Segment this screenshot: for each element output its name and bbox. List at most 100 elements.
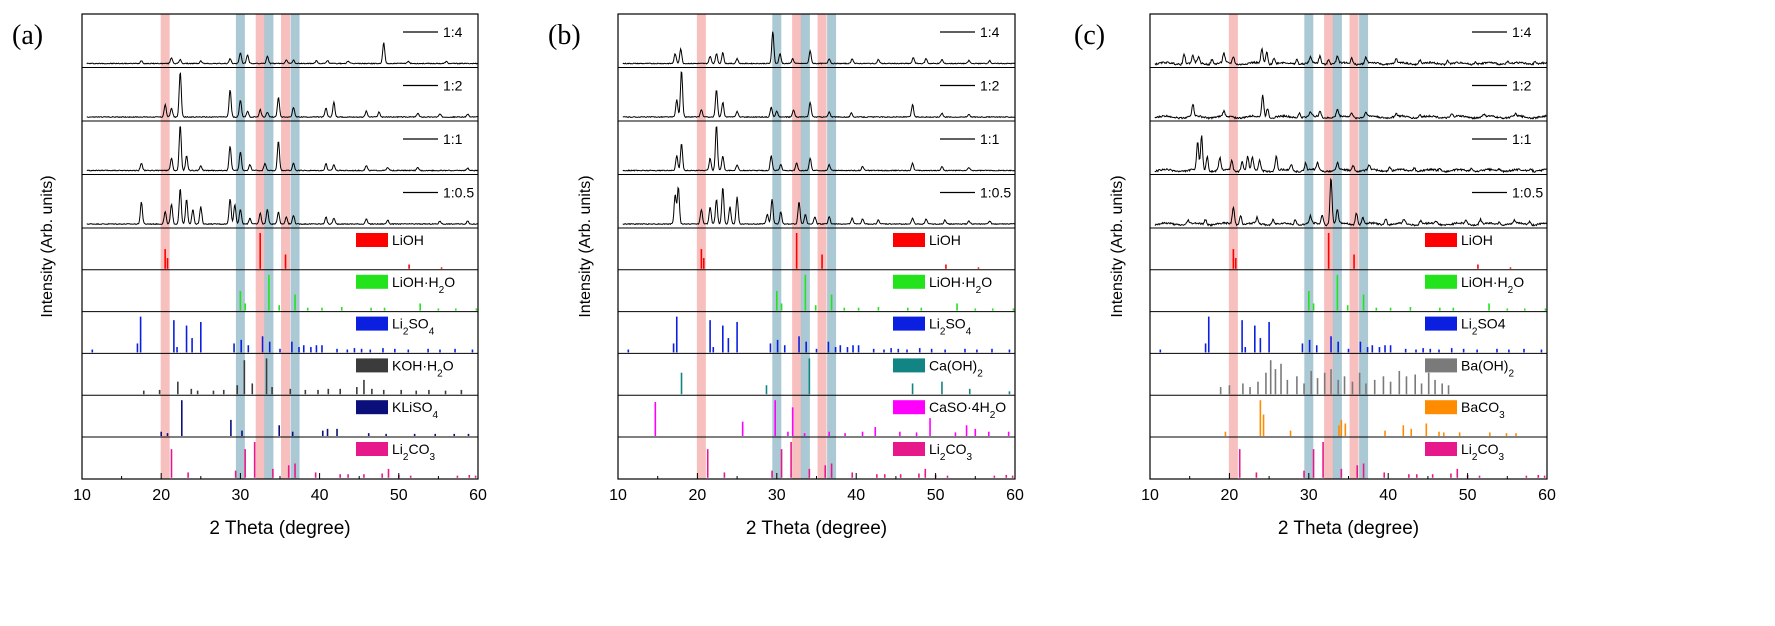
sample-trace (622, 71, 1015, 119)
highlight-band (1228, 14, 1238, 479)
highlight-band (1349, 14, 1359, 479)
reference-label: LiOH·H2O (392, 274, 455, 296)
x-tick-label: 20 (689, 487, 707, 504)
x-tick-label: 10 (73, 487, 91, 504)
x-tick-label: 10 (609, 487, 627, 504)
legend-swatch (893, 233, 925, 247)
panel-a: 1:4 1:2 1:1 1:0.5 LiOH LiOH·H2O Li2SO4 KOH·H2O K… (12, 13, 487, 539)
reference-label: KOH·H2O (392, 357, 454, 379)
legend-swatch (356, 442, 388, 456)
sample-trace (622, 126, 1015, 172)
legend-swatch (893, 274, 925, 289)
highlight-band (696, 14, 706, 479)
x-axis-title: 2 Theta (degree) (1278, 518, 1419, 539)
x-tick-label: 60 (1006, 487, 1024, 504)
x-tick-label: 50 (390, 487, 408, 504)
panel-letter: (c) (1074, 20, 1105, 51)
sample-label: 1:4 (1512, 24, 1532, 40)
legend-swatch (893, 358, 925, 373)
highlight-band (800, 14, 810, 479)
x-tick-label: 40 (311, 487, 329, 504)
reference-label: LiOH·H2O (1461, 274, 1524, 296)
reference-label: Li2SO4 (1461, 316, 1506, 338)
panel-c: 1:4 1:2 1:1 1:0.5 LiOH LiOH·H2O Li2SO4 Ba(OH)2 B… (1074, 13, 1556, 539)
legend-swatch (893, 316, 925, 331)
x-tick-label: 30 (232, 487, 250, 504)
sample-label: 1:2 (1512, 78, 1532, 94)
sample-trace (1154, 47, 1548, 67)
reference-label: LiOH (929, 232, 961, 248)
reference-label: Li2CO3 (1461, 441, 1504, 463)
sample-trace (1154, 135, 1547, 174)
legend-swatch (356, 274, 388, 289)
x-axis-title: 2 Theta (degree) (746, 518, 887, 539)
reference-label: BaCO3 (1461, 399, 1505, 421)
sample-trace (86, 42, 478, 65)
sample-label: 1:1 (980, 131, 1000, 147)
legend-swatch (1425, 316, 1457, 331)
x-tick-label: 50 (927, 487, 945, 504)
x-tick-label: 40 (847, 487, 865, 504)
x-tick-label: 30 (768, 487, 786, 504)
reference-label: LiOH (392, 232, 424, 248)
sample-trace (1154, 177, 1548, 227)
legend-swatch (1425, 400, 1457, 415)
highlight-band (772, 14, 782, 479)
reference-label: Li2CO3 (392, 441, 435, 463)
reference-label: Li2SO4 (929, 316, 972, 338)
legend-swatch (356, 316, 388, 331)
legend-swatch (356, 358, 388, 373)
x-tick-label: 20 (152, 487, 170, 504)
panel-b: 1:4 1:2 1:1 1:0.5 LiOH LiOH·H2O Li2SO4 Ca(OH)2 C… (548, 13, 1024, 539)
y-axis-title: Intensity (Arb. units) (1109, 175, 1126, 317)
legend-swatch (1425, 358, 1457, 373)
sample-trace (1154, 94, 1547, 120)
sample-label: 1:4 (980, 24, 1000, 40)
legend-swatch (356, 233, 388, 247)
x-tick-label: 40 (1379, 487, 1397, 504)
highlight-band (281, 14, 291, 479)
highlight-band (1304, 14, 1314, 479)
x-tick-label: 10 (1141, 487, 1159, 504)
legend-swatch (1425, 274, 1457, 289)
panel-letter: (a) (12, 20, 43, 51)
sample-trace (622, 186, 1016, 226)
reference-label: LiOH·H2O (929, 274, 992, 296)
highlight-band (827, 14, 837, 479)
sample-trace (86, 71, 478, 119)
legend-swatch (1425, 233, 1457, 247)
reference-label: Ca(OH)2 (929, 357, 983, 379)
x-axis-title: 2 Theta (degree) (209, 518, 350, 539)
sample-label: 1:2 (443, 78, 463, 94)
sample-label: 1:0.5 (443, 185, 474, 201)
y-axis-title: Intensity (Arb. units) (577, 175, 594, 317)
x-tick-label: 20 (1221, 487, 1239, 504)
sample-trace (622, 31, 1015, 65)
sample-label: 1:4 (443, 24, 463, 40)
highlight-band (1359, 14, 1369, 479)
highlight-band (264, 14, 274, 479)
sample-label: 1:0.5 (980, 185, 1011, 201)
sample-label: 1:1 (443, 131, 463, 147)
sample-trace (86, 188, 478, 226)
sample-trace (86, 126, 479, 172)
sample-label: 1:1 (1512, 131, 1532, 147)
x-tick-label: 30 (1300, 487, 1318, 504)
reference-label: KLiSO4 (392, 399, 438, 421)
reference-label: CaSO·4H2O (929, 399, 1006, 421)
highlight-band (235, 14, 245, 479)
y-axis-title: Intensity (Arb. units) (39, 175, 56, 317)
highlight-band (1332, 14, 1342, 479)
highlight-band (160, 14, 170, 479)
highlight-band (817, 14, 827, 479)
reference-label: Li2SO4 (392, 316, 435, 338)
sample-label: 1:0.5 (1512, 185, 1543, 201)
sample-label: 1:2 (980, 78, 1000, 94)
x-tick-label: 60 (1538, 487, 1556, 504)
reference-label: LiOH (1461, 232, 1493, 248)
reference-label: Li2CO3 (929, 441, 972, 463)
x-tick-label: 50 (1459, 487, 1477, 504)
x-tick-label: 60 (469, 487, 487, 504)
legend-swatch (1425, 442, 1457, 456)
